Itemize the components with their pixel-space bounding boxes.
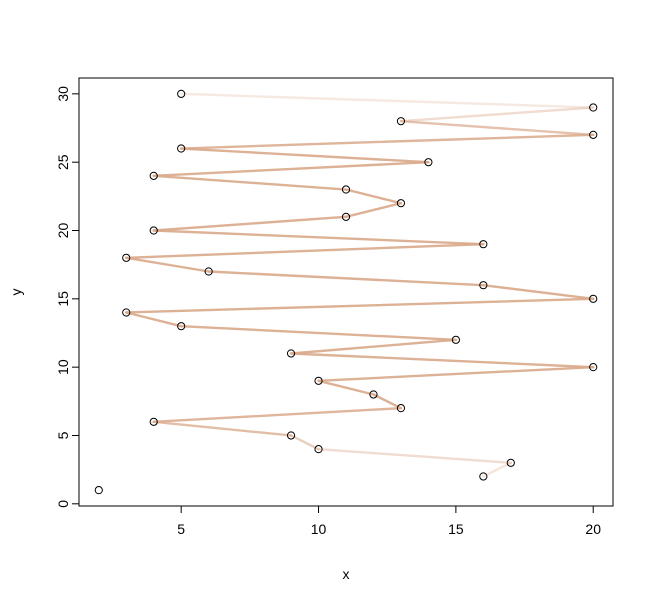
connecting-segment (179, 92, 595, 109)
data-point (589, 363, 598, 372)
connecting-segment (125, 297, 595, 314)
connecting-segment (152, 160, 430, 178)
data-point (94, 486, 103, 495)
x-axis-title: x (343, 566, 350, 582)
data-points (94, 89, 598, 495)
data-point (506, 458, 515, 467)
data-point (122, 308, 131, 317)
connecting-segment (152, 420, 293, 437)
y-tick-label: 20 (55, 223, 71, 239)
connecting-segment (399, 119, 595, 137)
connecting-segment (317, 447, 513, 465)
connecting-segment (152, 406, 403, 424)
connecting-segment (179, 324, 458, 342)
data-point (149, 226, 158, 235)
data-point (451, 335, 460, 344)
data-point (479, 281, 488, 290)
x-tick-label: 20 (585, 521, 601, 537)
y-axis: 0 5 10 15 20 25 30 (55, 86, 80, 508)
data-point (341, 212, 351, 221)
y-tick-label: 15 (55, 291, 71, 307)
data-point (589, 103, 598, 112)
connecting-segment (289, 434, 320, 451)
x-tick-label: 15 (448, 521, 464, 537)
data-point (314, 376, 323, 385)
connecting-segment (289, 352, 595, 369)
data-point (479, 240, 488, 249)
y-axis-title: y (8, 289, 24, 296)
data-point (589, 294, 598, 303)
y-tick-label: 10 (55, 359, 71, 375)
data-point (341, 185, 351, 194)
connecting-segment (344, 188, 403, 205)
connecting-segment (482, 461, 513, 478)
connecting-segment (179, 147, 430, 164)
connecting-segment (344, 201, 403, 219)
data-point (286, 431, 296, 440)
connecting-segment (372, 393, 403, 410)
y-tick-label: 0 (55, 500, 71, 508)
x-axis: 5 10 15 20 (177, 505, 601, 537)
connecting-segment (317, 365, 595, 383)
connecting-segment (179, 133, 595, 150)
data-point (424, 158, 433, 167)
connecting-segment (152, 215, 348, 232)
data-point (479, 472, 488, 481)
y-tick-label: 30 (55, 86, 71, 102)
connecting-lines (125, 92, 595, 478)
connecting-segment (125, 242, 485, 260)
data-point (177, 144, 186, 153)
data-point (149, 417, 158, 426)
data-point (122, 253, 131, 262)
data-point (396, 404, 406, 413)
connecting-segment (152, 229, 485, 246)
connecting-segment (289, 338, 458, 355)
connecting-segment (317, 379, 375, 396)
x-tick-label: 10 (311, 521, 327, 537)
data-point (314, 445, 323, 454)
y-tick-label: 25 (55, 154, 71, 170)
data-point (369, 390, 378, 399)
x-tick-label: 5 (177, 521, 185, 537)
connecting-segment (125, 256, 210, 273)
data-point (396, 117, 406, 126)
connecting-segment (399, 106, 595, 123)
data-point (149, 171, 158, 180)
connecting-segment (207, 270, 485, 287)
data-point (177, 322, 186, 331)
connecting-segment (125, 311, 183, 328)
y-tick-label: 5 (55, 431, 71, 439)
data-point (204, 267, 213, 276)
data-point (286, 349, 296, 358)
data-point (589, 130, 598, 139)
connecting-segment (482, 283, 595, 301)
data-point (177, 89, 186, 98)
data-point (396, 199, 406, 208)
connecting-segment (152, 174, 348, 191)
